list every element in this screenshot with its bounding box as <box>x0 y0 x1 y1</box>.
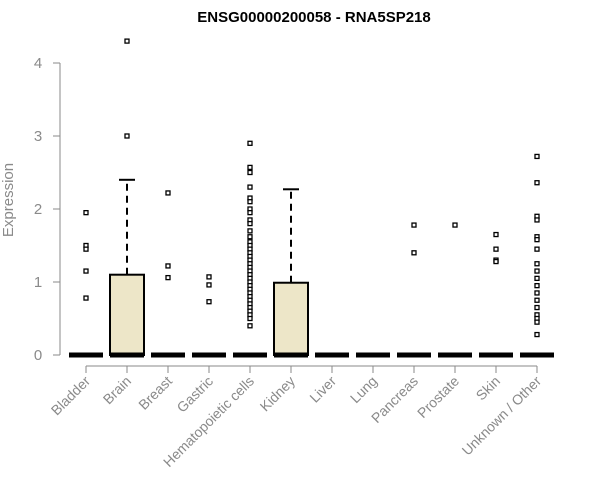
outlier-point <box>534 217 540 223</box>
x-tick-label: Breast <box>135 373 175 413</box>
outlier-point <box>165 190 171 196</box>
outlier-point <box>247 169 253 176</box>
x-tick-label: Skin <box>473 373 504 404</box>
box-group <box>438 222 472 358</box>
x-tick-label: Liver <box>306 373 339 406</box>
outlier-point <box>206 274 212 280</box>
outlier-point <box>124 133 130 139</box>
outlier-point <box>534 297 540 303</box>
outlier-point <box>493 258 499 265</box>
outlier-point <box>247 164 253 171</box>
outlier-point <box>206 299 212 305</box>
box-group <box>397 222 431 358</box>
y-tick-label: 3 <box>34 128 42 145</box>
x-tick-label: Prostate <box>414 373 462 421</box>
x-tick-label: Bladder <box>48 373 94 419</box>
y-tick-label: 2 <box>34 201 42 218</box>
outlier-point <box>534 180 540 186</box>
box <box>109 273 145 357</box>
outlier-point <box>534 331 540 338</box>
outlier-point <box>534 261 540 267</box>
outlier-point <box>83 209 89 216</box>
outlier-point <box>247 323 253 329</box>
outlier-point <box>493 231 499 238</box>
outlier-point <box>83 295 89 301</box>
outlier-point <box>247 315 253 322</box>
x-tick-label: Brain <box>100 373 134 407</box>
plot-area <box>69 38 554 358</box>
box-group <box>273 188 309 358</box>
outlier-point <box>165 263 171 269</box>
box-group <box>520 153 554 358</box>
outlier-point <box>247 234 253 240</box>
outlier-point <box>83 246 89 252</box>
outlier-point <box>83 268 89 274</box>
outlier-point <box>534 237 540 243</box>
outlier-point <box>247 184 253 190</box>
outlier-point <box>247 140 253 146</box>
outlier-point <box>534 304 540 311</box>
box-group <box>479 231 513 358</box>
outlier-point <box>534 268 540 274</box>
box-group <box>69 209 103 358</box>
outlier-point <box>206 282 212 288</box>
outlier-point <box>247 209 253 216</box>
outlier-point <box>452 222 458 228</box>
outlier-point <box>411 222 417 228</box>
x-tick-label: Kidney <box>257 373 299 415</box>
outlier-point <box>534 153 540 160</box>
y-tick-label: 4 <box>34 55 42 72</box>
box-group <box>233 140 267 358</box>
chart-title: ENSG00000200058 - RNA5SP218 <box>197 9 430 26</box>
outlier-point <box>534 319 540 325</box>
x-tick-label: Lung <box>347 373 380 406</box>
y-axis-label: Expression <box>0 163 17 237</box>
box-group <box>192 274 226 358</box>
box-group <box>151 190 185 358</box>
box-group <box>109 38 145 358</box>
outlier-point <box>534 275 540 282</box>
box <box>273 281 309 357</box>
outlier-point <box>534 246 540 252</box>
outlier-point <box>493 246 499 252</box>
outlier-point <box>247 220 253 227</box>
outlier-point <box>534 290 540 296</box>
outlier-point <box>247 199 253 205</box>
y-tick-label: 1 <box>34 274 42 291</box>
y-axis: 0 1 2 3 4 <box>34 55 61 364</box>
outlier-point <box>411 250 417 256</box>
outlier-point <box>165 274 171 281</box>
outlier-point <box>534 282 540 289</box>
y-tick-label: 0 <box>34 347 42 364</box>
outlier-point <box>124 38 130 44</box>
outlier-point <box>247 228 253 234</box>
